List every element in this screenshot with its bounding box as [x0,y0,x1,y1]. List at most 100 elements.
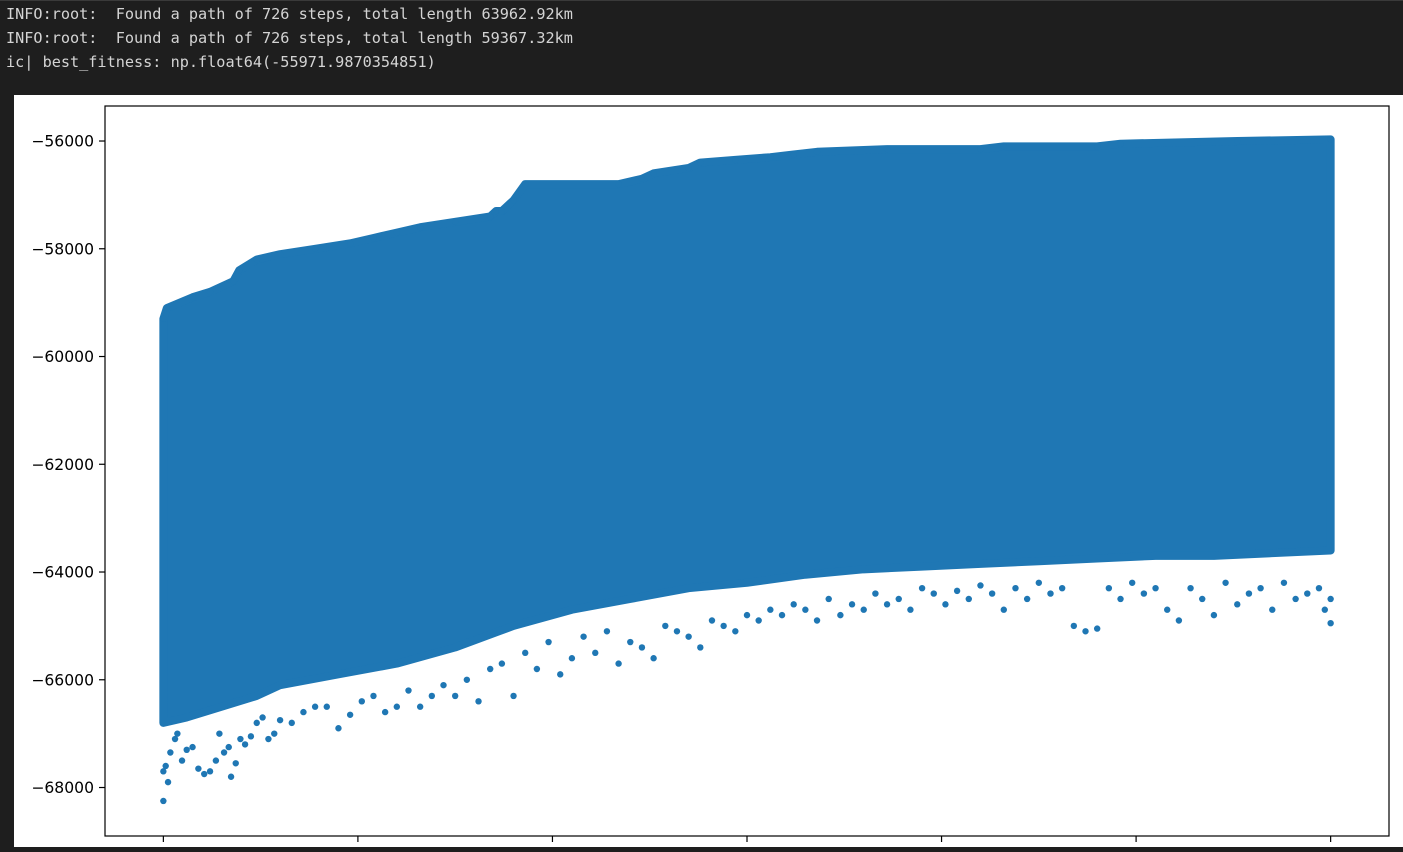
best-fitness-point [522,180,529,188]
population-fill [159,135,1335,727]
best-fitness-point [160,315,167,323]
best-fitness-point [510,197,517,204]
scatter-point [300,708,307,716]
best-fitness-point [189,294,196,301]
scatter-point [227,773,235,780]
scatter-point [440,681,447,689]
panel-bottom-edge [0,847,1403,852]
scatter-point [475,698,482,705]
scatter-point [662,622,669,630]
y-tick-label: −56000 [31,133,94,151]
best-fitness-point [346,240,354,247]
scatter-point [1058,584,1066,592]
scatter-point [907,606,914,613]
log-line: INFO:root: Found a path of 726 steps, to… [6,29,573,47]
scatter-point [1292,595,1299,603]
best-fitness-point [163,304,171,312]
scatter-point [405,687,412,694]
scatter-point [953,587,961,595]
scatter-point [1093,625,1101,632]
scatter-point [592,649,599,657]
scatter-point [487,665,494,673]
scatter-point [311,703,319,710]
scatter-point [1105,584,1113,592]
scatter-point [428,692,436,700]
scatter-point [1327,619,1334,627]
scatter-point [930,590,937,597]
scatter-point [259,714,266,721]
scatter-point [522,649,529,657]
scatter-point [189,743,196,751]
y-tick-label: −62000 [31,456,94,474]
scatter-point [942,601,949,608]
scatter-point [1012,584,1019,592]
best-fitness-point [883,145,891,153]
scatter-point [977,582,984,589]
scatter-point [1023,595,1031,603]
scatter-point [1117,595,1124,603]
best-fitness-point [253,256,260,263]
scatter-point [1304,590,1311,597]
x-axis [162,836,1332,842]
best-fitness-point [230,277,237,285]
scatter-point [201,770,208,778]
scatter-point [247,733,255,740]
scatter-point [216,730,223,737]
scatter-point [253,719,260,727]
scatter-point [498,660,506,667]
scatter-point [732,628,739,635]
y-tick-label: −58000 [31,240,94,258]
scatter-point [232,760,239,767]
scatter-point [463,676,471,683]
scatter-point [685,633,692,640]
best-fitness-point [236,267,243,274]
scatter-point [1082,628,1089,635]
scatter-point [212,757,220,764]
scatter-point [1269,606,1276,613]
scatter-point [533,665,541,673]
scatter-point [1210,611,1218,619]
scatter-point [615,660,622,667]
scatter-point [813,617,821,624]
scatter-point [603,628,611,635]
scatter-point [720,622,727,630]
y-tick-label: −66000 [31,671,94,689]
scatter-point [381,708,389,716]
best-fitness-point [498,207,506,215]
best-fitness-point [813,148,821,155]
scatter-point [164,778,172,786]
scatter-point [988,590,996,597]
best-fitness-point [451,218,459,226]
plot-output: −56000 −58000 −60000 −62000 −64000 −66000 −680… [14,95,1403,847]
best-fitness-point [393,229,401,236]
y-axis: −56000 −58000 −60000 −62000 −64000 −66000 −680… [31,133,105,797]
scatter-point [160,797,167,805]
best-fitness-point [977,145,984,153]
scatter-point [965,595,972,603]
best-fitness-point [311,245,319,252]
best-fitness-point [732,156,739,164]
scatter-point [743,611,751,619]
scatter-point [393,703,401,710]
scatter-point [335,725,342,732]
scatter-point [1175,617,1183,624]
scatter-point [825,595,832,603]
scatter-point [1234,601,1241,608]
scatter-point [1199,595,1206,603]
scatter-point [178,757,186,764]
best-fitness-point [685,164,692,172]
best-fitness-point [492,207,500,215]
best-fitness-point [206,288,214,296]
best-fitness-point [1327,136,1334,143]
best-fitness-point [1234,137,1241,145]
scatter-point [778,611,786,619]
best-fitness-point [767,153,774,161]
scatter-point [568,655,576,662]
best-fitness-point [370,234,377,242]
best-fitness-point [416,224,424,231]
y-tick-label: −64000 [31,564,94,582]
scatter-point [510,692,517,700]
scatter-point [1327,595,1334,603]
best-fitness-point [615,180,622,188]
scatter-point [220,749,228,756]
